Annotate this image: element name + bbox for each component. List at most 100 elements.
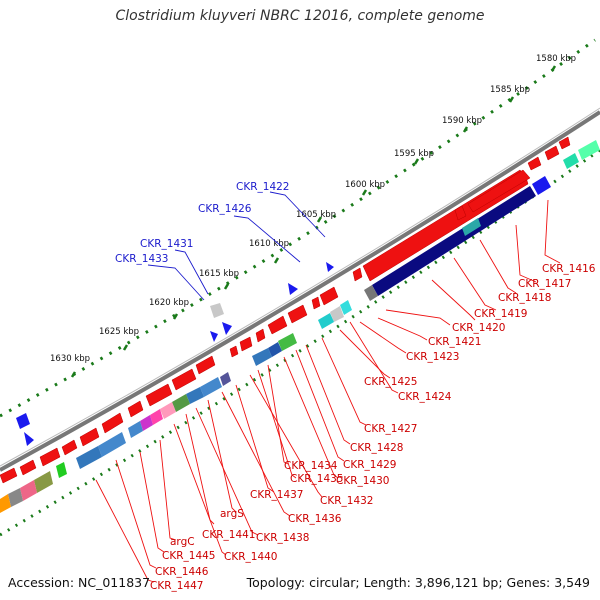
kbp-label: 1620 kbp [149, 298, 189, 308]
gene-arrow [319, 286, 339, 306]
kbp-label: 1610 kbp [249, 239, 289, 249]
gene-block [278, 333, 297, 351]
gene-arrow [287, 304, 308, 324]
kbp-label: 1615 kbp [199, 269, 239, 279]
kbp-label: 1595 kbp [394, 149, 434, 159]
forward-genes [0, 136, 571, 484]
kbp-label: 1580 kbp [536, 54, 576, 64]
topology-text: Topology: circular; Length: 3,896,121 bp… [246, 575, 590, 590]
gene-label-red: CKR_1418 [498, 292, 551, 304]
gene-block [252, 348, 272, 366]
leader-line [544, 199, 561, 264]
gene-label-red: CKR_1438 [256, 532, 309, 544]
gene-arrow [288, 283, 298, 295]
gene-arrow [544, 145, 560, 161]
red-leader-lines [95, 199, 561, 583]
gene-arrow [527, 156, 542, 171]
gene-block [330, 306, 344, 322]
kbp-tick [122, 344, 129, 351]
blue-leader-lines [147, 191, 326, 301]
gene-block [318, 313, 334, 329]
inner-scale [0, 148, 600, 537]
gene-arrow [454, 205, 467, 221]
gene-block [200, 377, 222, 397]
kbp-label: 1590 kbp [442, 116, 482, 126]
gene-label-red: argS [220, 508, 244, 520]
gene-label-red: CKR_1437 [250, 489, 303, 501]
gene-block [268, 342, 282, 357]
gene-arrow [267, 315, 288, 335]
gene-label-red: argC [170, 536, 195, 548]
gene-block [150, 409, 163, 425]
gene-arrow [222, 322, 232, 335]
kbp-tick [508, 96, 515, 103]
leader-line [385, 309, 451, 326]
leader-line [305, 344, 351, 445]
leader-line [515, 224, 537, 283]
kbp-tick [462, 126, 469, 133]
gene-label-red: CKR_1441 [202, 529, 255, 541]
genome-backbone [0, 110, 600, 472]
gene-label-red: CKR_1419 [474, 308, 527, 320]
leader-line [431, 279, 476, 321]
leader-line [115, 459, 157, 569]
kbp-label: 1605 kbp [296, 210, 336, 220]
leader-line [221, 391, 291, 517]
gene-label-red: CKR_1428 [350, 442, 403, 454]
leader-line [147, 264, 205, 301]
leader-line [453, 257, 497, 311]
gene-block [8, 488, 23, 507]
gene-arrow [79, 427, 100, 447]
leader-line [267, 364, 289, 465]
leader-line [339, 329, 391, 379]
kbp-label: 1585 kbp [490, 85, 530, 95]
gene-label-red: CKR_1432 [320, 495, 373, 507]
gene-arrow [145, 383, 173, 407]
gene-arrow [239, 336, 253, 352]
kbp-tick [223, 283, 230, 290]
gene-block [16, 413, 30, 429]
kbp-ticks [70, 65, 557, 378]
gene-arrow [558, 136, 571, 150]
kbp-tick [316, 216, 323, 223]
leader-line [185, 413, 215, 525]
gene-arrow [0, 467, 18, 484]
gene-block [462, 218, 481, 236]
gene-block [140, 415, 153, 431]
gene-arrow [352, 267, 363, 282]
gene-arrow [311, 296, 321, 310]
gene-arrow [101, 412, 124, 434]
gene-label-red: CKR_1416 [542, 263, 596, 275]
leader-line [377, 317, 428, 341]
gene-label-red: CKR_1425 [364, 376, 417, 388]
gene-block [20, 480, 37, 501]
gene-block [0, 494, 11, 513]
gene-block [186, 387, 204, 404]
gene-arrow [326, 262, 334, 272]
gene-block [340, 300, 352, 315]
gene-label-red: CKR_1446 [155, 566, 209, 578]
gene-arrow [171, 368, 197, 391]
gene-label-red: CKR_1417 [518, 278, 571, 290]
leader-line [173, 423, 227, 556]
gene-block [364, 285, 378, 301]
kbp-tick [273, 257, 280, 264]
kbp-label: 1625 kbp [99, 327, 139, 337]
feature-markers [16, 262, 334, 446]
leader-line [257, 369, 297, 479]
gene-block [372, 186, 536, 296]
gene-arrow [195, 355, 216, 375]
gene-block [56, 462, 67, 478]
map-title: Clostridium kluyveri NBRC 12016, complet… [115, 8, 485, 24]
gene-label-blue: CKR_1431 [140, 238, 193, 250]
leader-line [479, 239, 517, 294]
gene-block [34, 471, 53, 493]
gene-label-blue: CKR_1422 [236, 181, 289, 193]
gene-block [128, 421, 143, 438]
leader-line [295, 349, 345, 462]
leader-line [249, 374, 323, 498]
kbp-tick [70, 371, 77, 378]
gene-block [160, 402, 176, 419]
gene-arrow [229, 345, 239, 358]
kbp-tick [361, 189, 368, 196]
